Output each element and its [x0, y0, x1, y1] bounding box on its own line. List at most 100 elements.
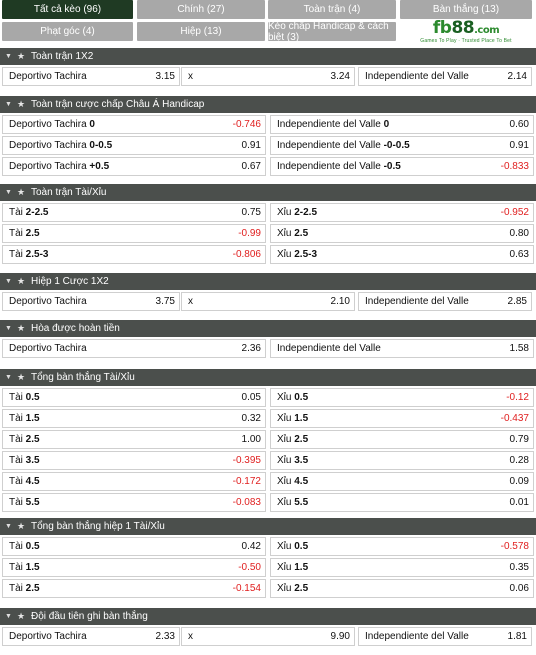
odds-cell[interactable]: Tài 2.5 1.00	[2, 430, 266, 449]
odds-cell[interactable]: Independiente del Valle 0 0.60	[270, 115, 534, 134]
odds-cell[interactable]: Xỉu 4.5 0.09	[270, 472, 534, 491]
odds-cell[interactable]: Independiente del Valle 1.58	[270, 339, 534, 358]
selection-label: Deportivo Tachira 0	[9, 119, 95, 130]
odds-value: 0.67	[241, 161, 261, 172]
odds-value: 0.06	[509, 583, 529, 594]
selection-handicap: 2.5	[22, 583, 40, 594]
star-icon[interactable]: ★	[16, 521, 26, 531]
tab-goals[interactable]: Bàn thắng (13)	[400, 0, 532, 19]
selection-label: Deportivo Tachira	[9, 343, 87, 354]
selection-label: Tài 2.5	[9, 434, 40, 445]
collapse-icon[interactable]: ▼	[5, 101, 12, 108]
odds-cell[interactable]: Independiente del Valle -0.5 -0.833	[270, 157, 534, 176]
selection-name: x	[188, 296, 193, 307]
collapse-icon[interactable]: ▼	[5, 278, 12, 285]
odds-cell[interactable]: Deportivo Tachira 0-0.5 0.91	[2, 136, 266, 155]
odds-cell[interactable]: x 3.24	[181, 67, 355, 86]
collapse-icon[interactable]: ▼	[5, 523, 12, 530]
star-icon[interactable]: ★	[16, 276, 26, 286]
selection-label: Xỉu 2.5	[277, 583, 308, 594]
odds-value: 0.75	[241, 207, 261, 218]
market-header[interactable]: ▼ ★ Hòa được hoàn tiền	[0, 320, 536, 337]
odds-cell[interactable]: Independiente del Valle 1.81	[358, 627, 532, 646]
odds-cell[interactable]: Deportivo Tachira 2.36	[2, 339, 266, 358]
star-icon[interactable]: ★	[16, 99, 26, 109]
odds-cell[interactable]: Deportivo Tachira +0.5 0.67	[2, 157, 266, 176]
selection-handicap: 2.5	[22, 228, 40, 239]
tab-full-time[interactable]: Toàn trận (4)	[268, 0, 396, 19]
odds-cell[interactable]: x 9.90	[181, 627, 355, 646]
tab-handicap[interactable]: Kèo chấp Handicap & cách biệt (3)	[268, 21, 396, 43]
selection-label: Deportivo Tachira 0-0.5	[9, 140, 112, 151]
collapse-icon[interactable]: ▼	[5, 53, 12, 60]
odds-cell[interactable]: Tài 2-2.5 0.75	[2, 203, 266, 222]
star-icon[interactable]: ★	[16, 372, 26, 382]
tab-main[interactable]: Chính (27)	[137, 0, 265, 19]
selection-handicap: 0.5	[291, 541, 309, 552]
market-title: Toàn trận cược chấp Châu Á Handicap	[31, 99, 205, 110]
selection-handicap: 5.5	[22, 497, 40, 508]
odds-cell[interactable]: Xỉu 2.5-3 0.63	[270, 245, 534, 264]
odds-row: Tài 2-2.5 0.75 Xỉu 2-2.5 -0.952	[0, 203, 536, 224]
star-icon[interactable]: ★	[16, 187, 26, 197]
odds-cell[interactable]: Tài 2.5-3 -0.806	[2, 245, 266, 264]
market-header[interactable]: ▼ ★ Tổng bàn thắng Tài/Xỉu	[0, 369, 536, 386]
odds-cell[interactable]: Xỉu 2.5 0.80	[270, 224, 534, 243]
odds-cell[interactable]: Independiente del Valle 2.14	[358, 67, 532, 86]
odds-cell[interactable]: Xỉu 2.5 0.79	[270, 430, 534, 449]
selection-name: Deportivo Tachira	[9, 343, 87, 354]
odds-cell[interactable]: Deportivo Tachira 2.33	[2, 627, 180, 646]
collapse-icon[interactable]: ▼	[5, 613, 12, 620]
odds-cell[interactable]: Tài 2.5 -0.99	[2, 224, 266, 243]
odds-cell[interactable]: Tài 2.5 -0.154	[2, 579, 266, 598]
market-header[interactable]: ▼ ★ Đội đầu tiên ghi bàn thắng	[0, 608, 536, 625]
selection-handicap: 0.5	[291, 392, 309, 403]
odds-cell[interactable]: Independiente del Valle -0-0.5 0.91	[270, 136, 534, 155]
tab-halves[interactable]: Hiệp (13)	[137, 22, 265, 41]
collapse-icon[interactable]: ▼	[5, 325, 12, 332]
market-header[interactable]: ▼ ★ Hiệp 1 Cược 1X2	[0, 273, 536, 290]
odds-cell[interactable]: Xỉu 0.5 -0.12	[270, 388, 534, 407]
odds-cell[interactable]: Independiente del Valle 2.85	[358, 292, 532, 311]
odds-cell[interactable]: Xỉu 3.5 0.28	[270, 451, 534, 470]
odds-cell[interactable]: Deportivo Tachira 3.15	[2, 67, 180, 86]
odds-cell[interactable]: Tài 5.5 -0.083	[2, 493, 266, 512]
market-title: Hiệp 1 Cược 1X2	[31, 276, 109, 287]
odds-cell[interactable]: Tài 1.5 -0.50	[2, 558, 266, 577]
odds-value: 0.91	[509, 140, 529, 151]
odds-cell[interactable]: Deportivo Tachira 3.75	[2, 292, 180, 311]
odds-cell[interactable]: Deportivo Tachira 0 -0.746	[2, 115, 266, 134]
selection-name: Deportivo Tachira	[9, 631, 87, 642]
odds-cell[interactable]: Tài 4.5 -0.172	[2, 472, 266, 491]
market-header[interactable]: ▼ ★ Toàn trận cược chấp Châu Á Handicap	[0, 96, 536, 113]
market-header[interactable]: ▼ ★ Tổng bàn thắng hiệp 1 Tài/Xỉu	[0, 518, 536, 535]
market-header[interactable]: ▼ ★ Toàn trận Tài/Xỉu	[0, 184, 536, 201]
odds-cell[interactable]: Tài 0.5 0.05	[2, 388, 266, 407]
odds-cell[interactable]: Tài 1.5 0.32	[2, 409, 266, 428]
star-icon[interactable]: ★	[16, 611, 26, 621]
odds-cell[interactable]: Tài 3.5 -0.395	[2, 451, 266, 470]
collapse-icon[interactable]: ▼	[5, 374, 12, 381]
selection-name: Tài	[9, 434, 23, 445]
selection-label: Tài 2.5-3	[9, 249, 48, 260]
odds-cell[interactable]: Tài 0.5 0.42	[2, 537, 266, 556]
market-header[interactable]: ▼ ★ Toàn trận 1X2	[0, 48, 536, 65]
star-icon[interactable]: ★	[16, 51, 26, 61]
odds-cell[interactable]: Xỉu 2.5 0.06	[270, 579, 534, 598]
odds-cell[interactable]: Xỉu 1.5 0.35	[270, 558, 534, 577]
odds-cell[interactable]: Xỉu 2-2.5 -0.952	[270, 203, 534, 222]
collapse-icon[interactable]: ▼	[5, 189, 12, 196]
selection-label: Xỉu 5.5	[277, 497, 308, 508]
odds-value: 0.42	[241, 541, 261, 552]
odds-cell[interactable]: Xỉu 0.5 -0.578	[270, 537, 534, 556]
odds-value: 2.33	[155, 631, 175, 642]
tab-all[interactable]: Tất cả kèo (96)	[2, 0, 133, 19]
odds-cell[interactable]: Xỉu 5.5 0.01	[270, 493, 534, 512]
selection-handicap: 2.5	[22, 434, 40, 445]
odds-cell[interactable]: Xỉu 1.5 -0.437	[270, 409, 534, 428]
selection-label: Xỉu 2.5	[277, 228, 308, 239]
odds-cell[interactable]: x 2.10	[181, 292, 355, 311]
selection-name: Tài	[9, 249, 23, 260]
tab-corners[interactable]: Phạt góc (4)	[2, 22, 133, 41]
star-icon[interactable]: ★	[16, 323, 26, 333]
